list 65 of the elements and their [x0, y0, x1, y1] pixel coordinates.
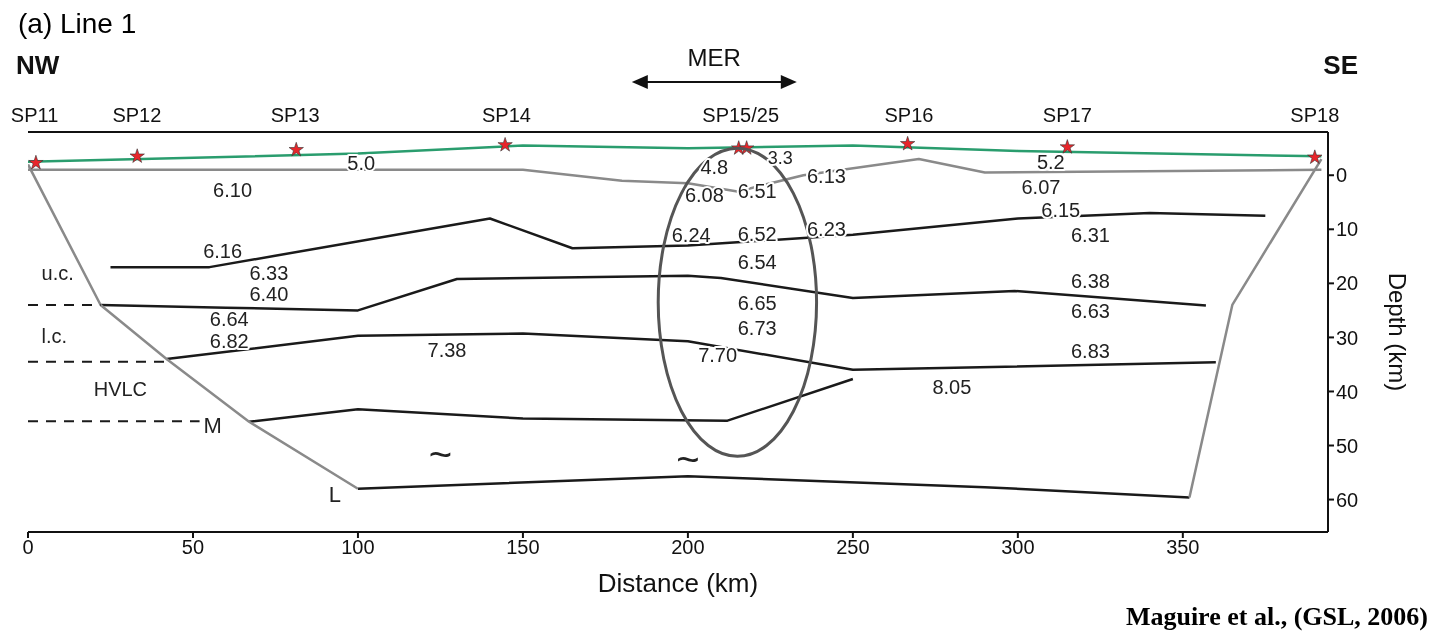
- x-tick-label: 300: [1001, 536, 1035, 559]
- annotation: 6.40: [249, 283, 289, 306]
- annotation: 6.07: [1021, 175, 1061, 198]
- text: SP15/25: [702, 104, 780, 126]
- text: SP13: [270, 104, 320, 126]
- y-axis-title: Depth (km): [1384, 272, 1412, 392]
- y-tick-label: 20: [1336, 272, 1359, 295]
- annotation: 6.33: [249, 262, 289, 285]
- annotation: 5.0: [347, 151, 376, 174]
- text: SP14: [481, 104, 531, 126]
- annotation: 6.52: [737, 223, 777, 246]
- y-tick-label: 50: [1336, 434, 1359, 457]
- annotation: l.c.: [41, 324, 68, 347]
- x-tick-label: 150: [506, 536, 540, 559]
- annotation: 6.15: [1041, 198, 1081, 221]
- annotation: HVLC: [93, 378, 148, 401]
- y-tick-label: 60: [1336, 488, 1359, 511]
- annotation: 6.73: [737, 316, 777, 339]
- x-tick-label: 200: [671, 536, 705, 559]
- annotation: 6.83: [1070, 340, 1110, 363]
- text: MER: [687, 44, 741, 71]
- x-tick-label: 0: [22, 536, 34, 559]
- text: Maguire et al., (GSL, 2006): [1124, 602, 1428, 632]
- chart-title: (a) Line 1: [18, 8, 138, 41]
- annotation: ~: [676, 437, 700, 482]
- y-tick-label: 30: [1336, 326, 1359, 349]
- annotation: 5.2: [1036, 150, 1065, 173]
- y-tick-label: 10: [1336, 218, 1359, 241]
- annotation: ~: [428, 431, 453, 476]
- annotation: 8.05: [932, 376, 972, 399]
- text: SP18: [1290, 104, 1340, 126]
- annotation: 6.23: [807, 217, 846, 240]
- text: SE: [1323, 50, 1358, 80]
- text: SP12: [112, 104, 162, 126]
- annotation: 6.08: [684, 183, 724, 206]
- text: SP17: [1042, 104, 1092, 126]
- annotation: M: [203, 412, 222, 438]
- annotation: 6.51: [737, 179, 777, 202]
- annotation: 6.16: [203, 239, 243, 262]
- y-tick-label: 0: [1336, 164, 1348, 187]
- annotation: u.c.: [41, 261, 74, 284]
- x-tick-label: 250: [836, 536, 870, 559]
- x-tick-label: 350: [1166, 536, 1200, 559]
- annotation: 6.10: [213, 178, 253, 201]
- annotation: 6.63: [1070, 300, 1110, 323]
- annotation: 6.24: [671, 224, 711, 247]
- text: SP16: [884, 104, 934, 126]
- text: SP11: [10, 104, 59, 126]
- annotation: 6.64: [209, 308, 249, 331]
- annotation: 4.8: [700, 155, 729, 178]
- annotation: 3.3: [767, 148, 793, 169]
- annotation: 6.38: [1070, 270, 1110, 293]
- annotation: 7.38: [427, 339, 467, 362]
- annotation: 6.65: [737, 292, 777, 315]
- annotation: 6.82: [209, 330, 249, 353]
- annotation: 6.31: [1070, 224, 1110, 247]
- x-tick-label: 100: [341, 536, 375, 559]
- annotation: 6.13: [807, 165, 846, 188]
- annotation: L: [328, 481, 341, 507]
- annotation: 6.54: [737, 251, 777, 274]
- text: NW: [16, 50, 60, 80]
- y-tick-label: 40: [1336, 380, 1359, 403]
- x-axis-title: Distance (km): [597, 568, 759, 598]
- x-tick-label: 50: [181, 536, 205, 559]
- annotation: 7.70: [698, 343, 738, 366]
